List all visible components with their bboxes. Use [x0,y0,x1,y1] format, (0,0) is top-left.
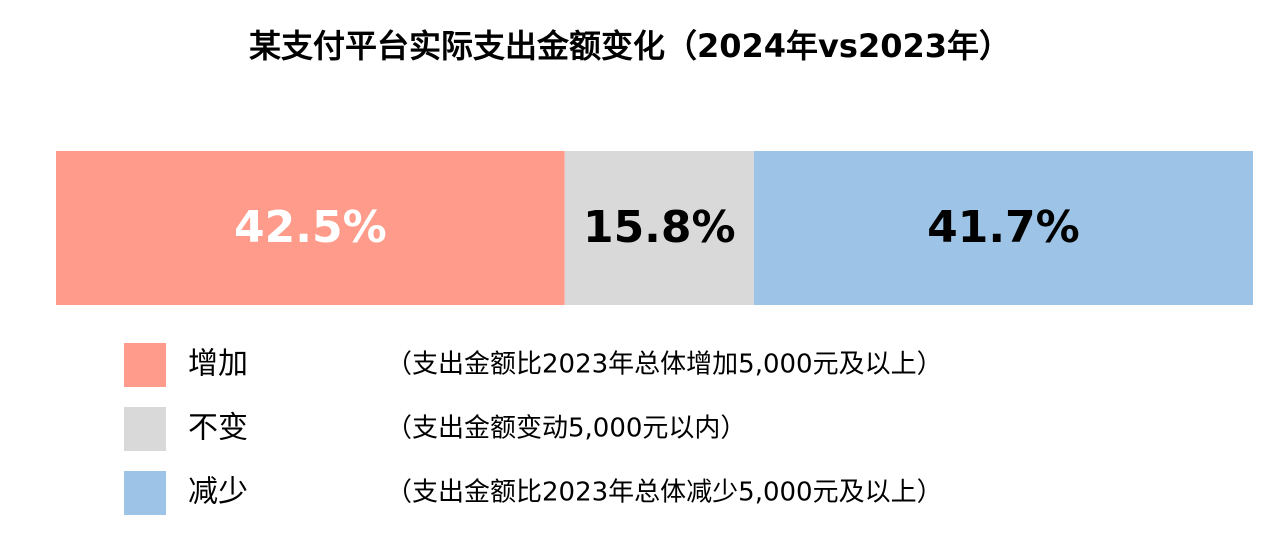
legend-description: （支出金额比2023年总体增加5,000元及以上） [386,350,943,380]
legend-label: 不变 [188,411,248,446]
value-label: 15.8% [583,202,736,253]
chart-title: 某支付平台实际支出金额变化（2024年vs2023年） [249,27,1011,65]
legend-swatch [124,407,166,451]
legend-label: 增加 [188,347,248,382]
value-label: 42.5% [234,202,387,253]
bar-segment [564,151,754,305]
legend-swatch [124,471,166,515]
legend-swatch [124,343,166,387]
legend-description: （支出金额变动5,000元以内） [386,414,746,444]
bar-segment [56,151,565,305]
legend-label: 减少 [188,475,248,510]
value-label: 41.7% [927,202,1080,253]
bar-segment [753,151,1253,305]
legend-description: （支出金额比2023年总体减少5,000元及以上） [386,478,943,508]
